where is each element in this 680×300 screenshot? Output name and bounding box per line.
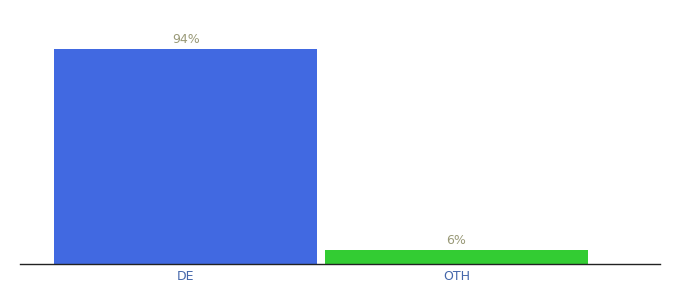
Text: 6%: 6% [447,234,466,247]
Bar [325,250,588,264]
Bar [54,49,318,264]
Text: 94%: 94% [172,33,200,46]
